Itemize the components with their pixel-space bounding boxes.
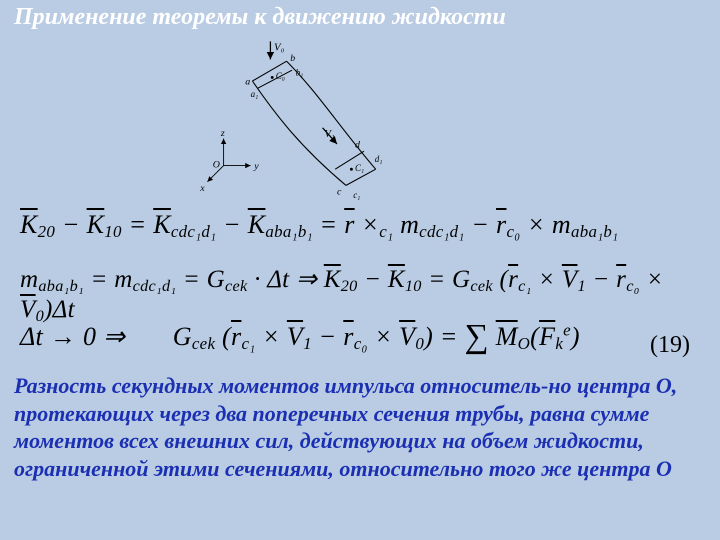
svg-text:C₀: C₀ [276,71,285,81]
svg-text:C₁: C₁ [355,163,364,173]
svg-text:b: b [290,53,295,64]
svg-text:d₁: d₁ [375,154,383,164]
svg-text:b₁: b₁ [296,68,304,78]
equation-number: (19) [650,332,690,359]
svg-text:V₁: V₁ [324,128,335,140]
svg-text:a: a [245,77,250,88]
theorem-text: Разность секундных моментов импульса отн… [14,372,706,482]
fluid-tube-diagram: Oy z x V₀ V₁ aa₁ bb₁ c c₁ d d₁ C₀ C₁ [160,36,460,216]
svg-text:d: d [355,140,360,151]
svg-text:y: y [253,161,259,172]
slide-root: Применение теоремы к движению жидкости O… [0,0,720,540]
svg-text:z: z [220,128,225,139]
svg-text:c₁: c₁ [353,190,360,200]
svg-text:x: x [199,183,205,194]
svg-text:c: c [337,186,342,197]
slide-title: Применение теоремы к движению жидкости [14,4,506,31]
svg-text:O: O [213,159,220,170]
svg-text:a₁: a₁ [251,89,259,99]
svg-text:V₀: V₀ [274,41,285,53]
equation-3: Δt → 0 ⇒ Gcek (rc₁ × V1 − rc₀ × V0) = ∑ … [20,316,580,354]
equation-1: K20 − K10 = Kcdc₁d₁ − Kaba₁b₁ = r ×c₁ mc… [20,210,618,242]
